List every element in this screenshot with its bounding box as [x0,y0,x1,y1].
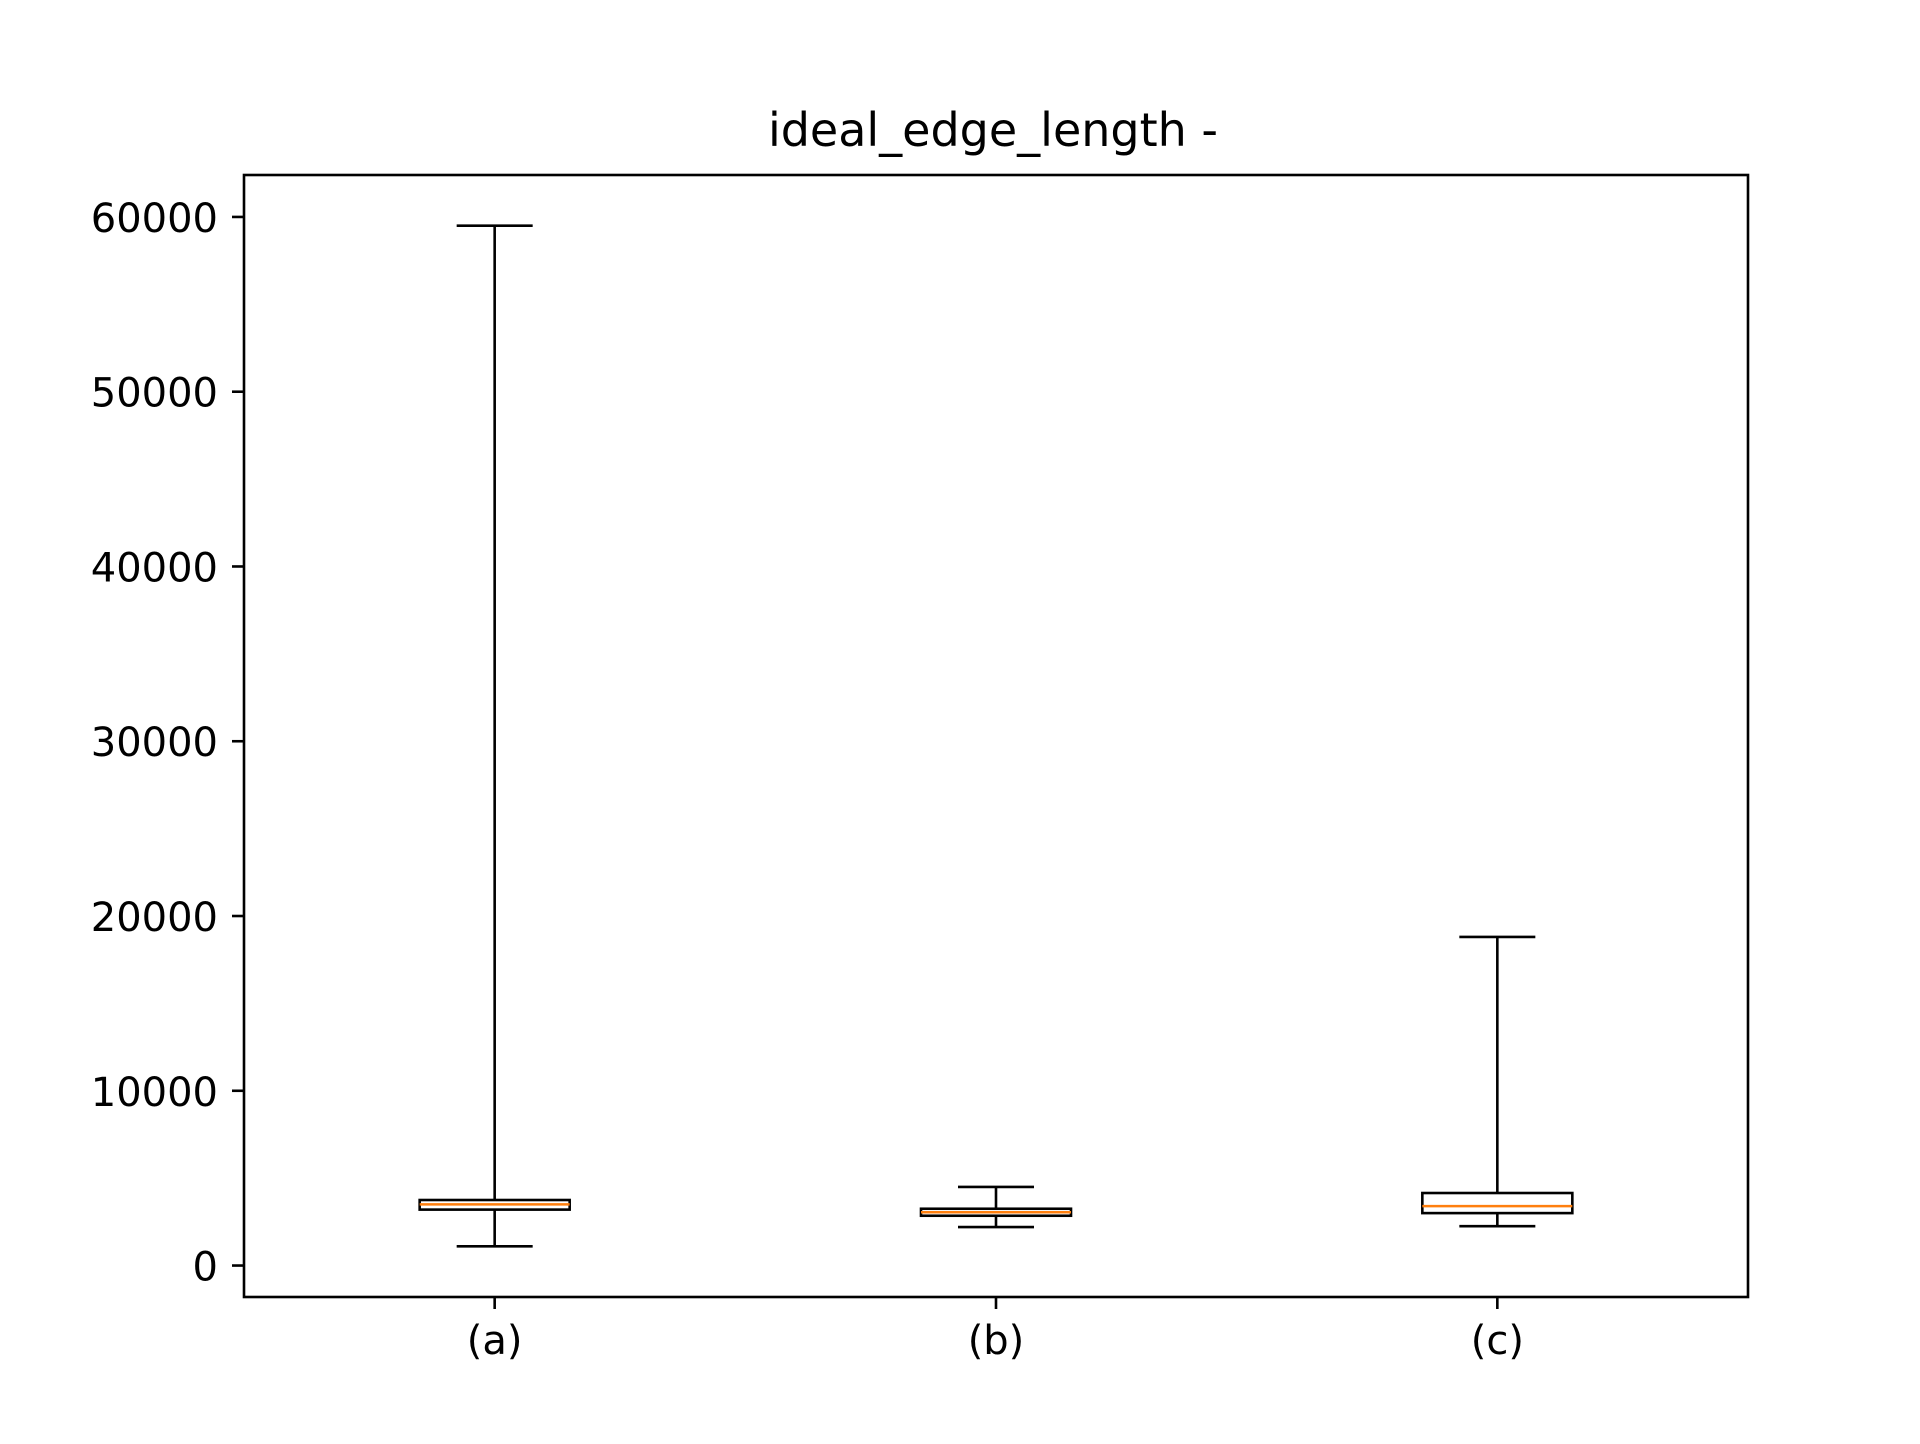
box-layer [418,224,1574,1248]
chart-title: ideal_edge_length - [768,103,1218,157]
y-tick-label: 60000 [91,196,218,242]
y-tick-label: 30000 [91,720,218,766]
x-tick-label: (a) [467,1318,523,1364]
y-tick-label: 10000 [91,1070,218,1116]
y-tick-label: 40000 [91,545,218,591]
iqr-box [1421,1191,1574,1215]
x-tick-label: (b) [968,1318,1025,1364]
box-group [418,224,571,1248]
box-group [919,1185,1073,1229]
x-axis: (a) (b) (c) [467,1297,1524,1364]
y-tick-label: 20000 [91,895,218,941]
x-tick-label: (c) [1471,1318,1524,1364]
y-axis: 0 10000 20000 30000 40000 50000 60000 [91,196,244,1291]
y-tick-label: 50000 [91,371,218,417]
box-group [1421,935,1574,1228]
axes-frame [242,173,1750,1299]
y-tick-label: 0 [193,1245,218,1291]
